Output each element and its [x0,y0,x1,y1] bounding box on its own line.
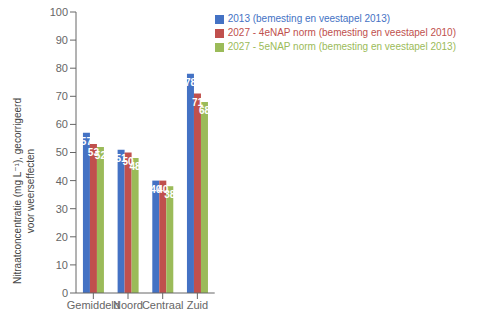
html-text:2027 - 4eNAP norm (bemesting e: 2027 - 4eNAP norm (bemesting en veestape… [227,27,456,38]
svg-text:52: 52 [95,150,107,161]
svg-text:Noord: Noord [113,299,143,311]
svg-text:Centraal: Centraal [142,299,184,311]
svg-text:70: 70 [56,90,68,102]
html-text:2013 (bemesting en veestapel 2: 2013 (bemesting en veestapel 2013) [227,13,390,24]
svg-text:53: 53 [87,147,99,159]
svg-text:40: 40 [56,175,68,187]
svg-text:40: 40 [157,183,169,195]
svg-text:90: 90 [56,34,68,46]
html-text:Nitraatconcentratie (mg L⁻¹),: Nitraatconcentratie (mg L⁻¹), gecorrigee… [11,97,35,284]
svg-text:Gemiddeld: Gemiddeld [67,299,120,311]
svg-text:30: 30 [56,203,68,215]
svg-text:60: 60 [56,118,68,130]
svg-text:51: 51 [115,152,127,164]
svg-text:0: 0 [62,287,68,299]
svg-text:10: 10 [56,259,68,271]
svg-text:38: 38 [164,189,176,200]
svg-text:78: 78 [185,77,197,88]
svg-text:80: 80 [56,62,68,74]
svg-text:50: 50 [122,155,134,167]
svg-text:40: 40 [150,183,162,195]
svg-text:68: 68 [199,105,211,116]
svg-text:71: 71 [191,96,203,108]
svg-text:48: 48 [130,161,142,172]
svg-text:57: 57 [81,136,93,147]
svg-text:100: 100 [50,8,68,18]
svg-text:50: 50 [56,146,68,158]
svg-text:Zuid: Zuid [187,299,208,311]
svg-text:20: 20 [56,231,68,243]
html-text:2027 - 5eNAP norm (bemesting e: 2027 - 5eNAP norm (bemesting en veestape… [227,41,456,52]
